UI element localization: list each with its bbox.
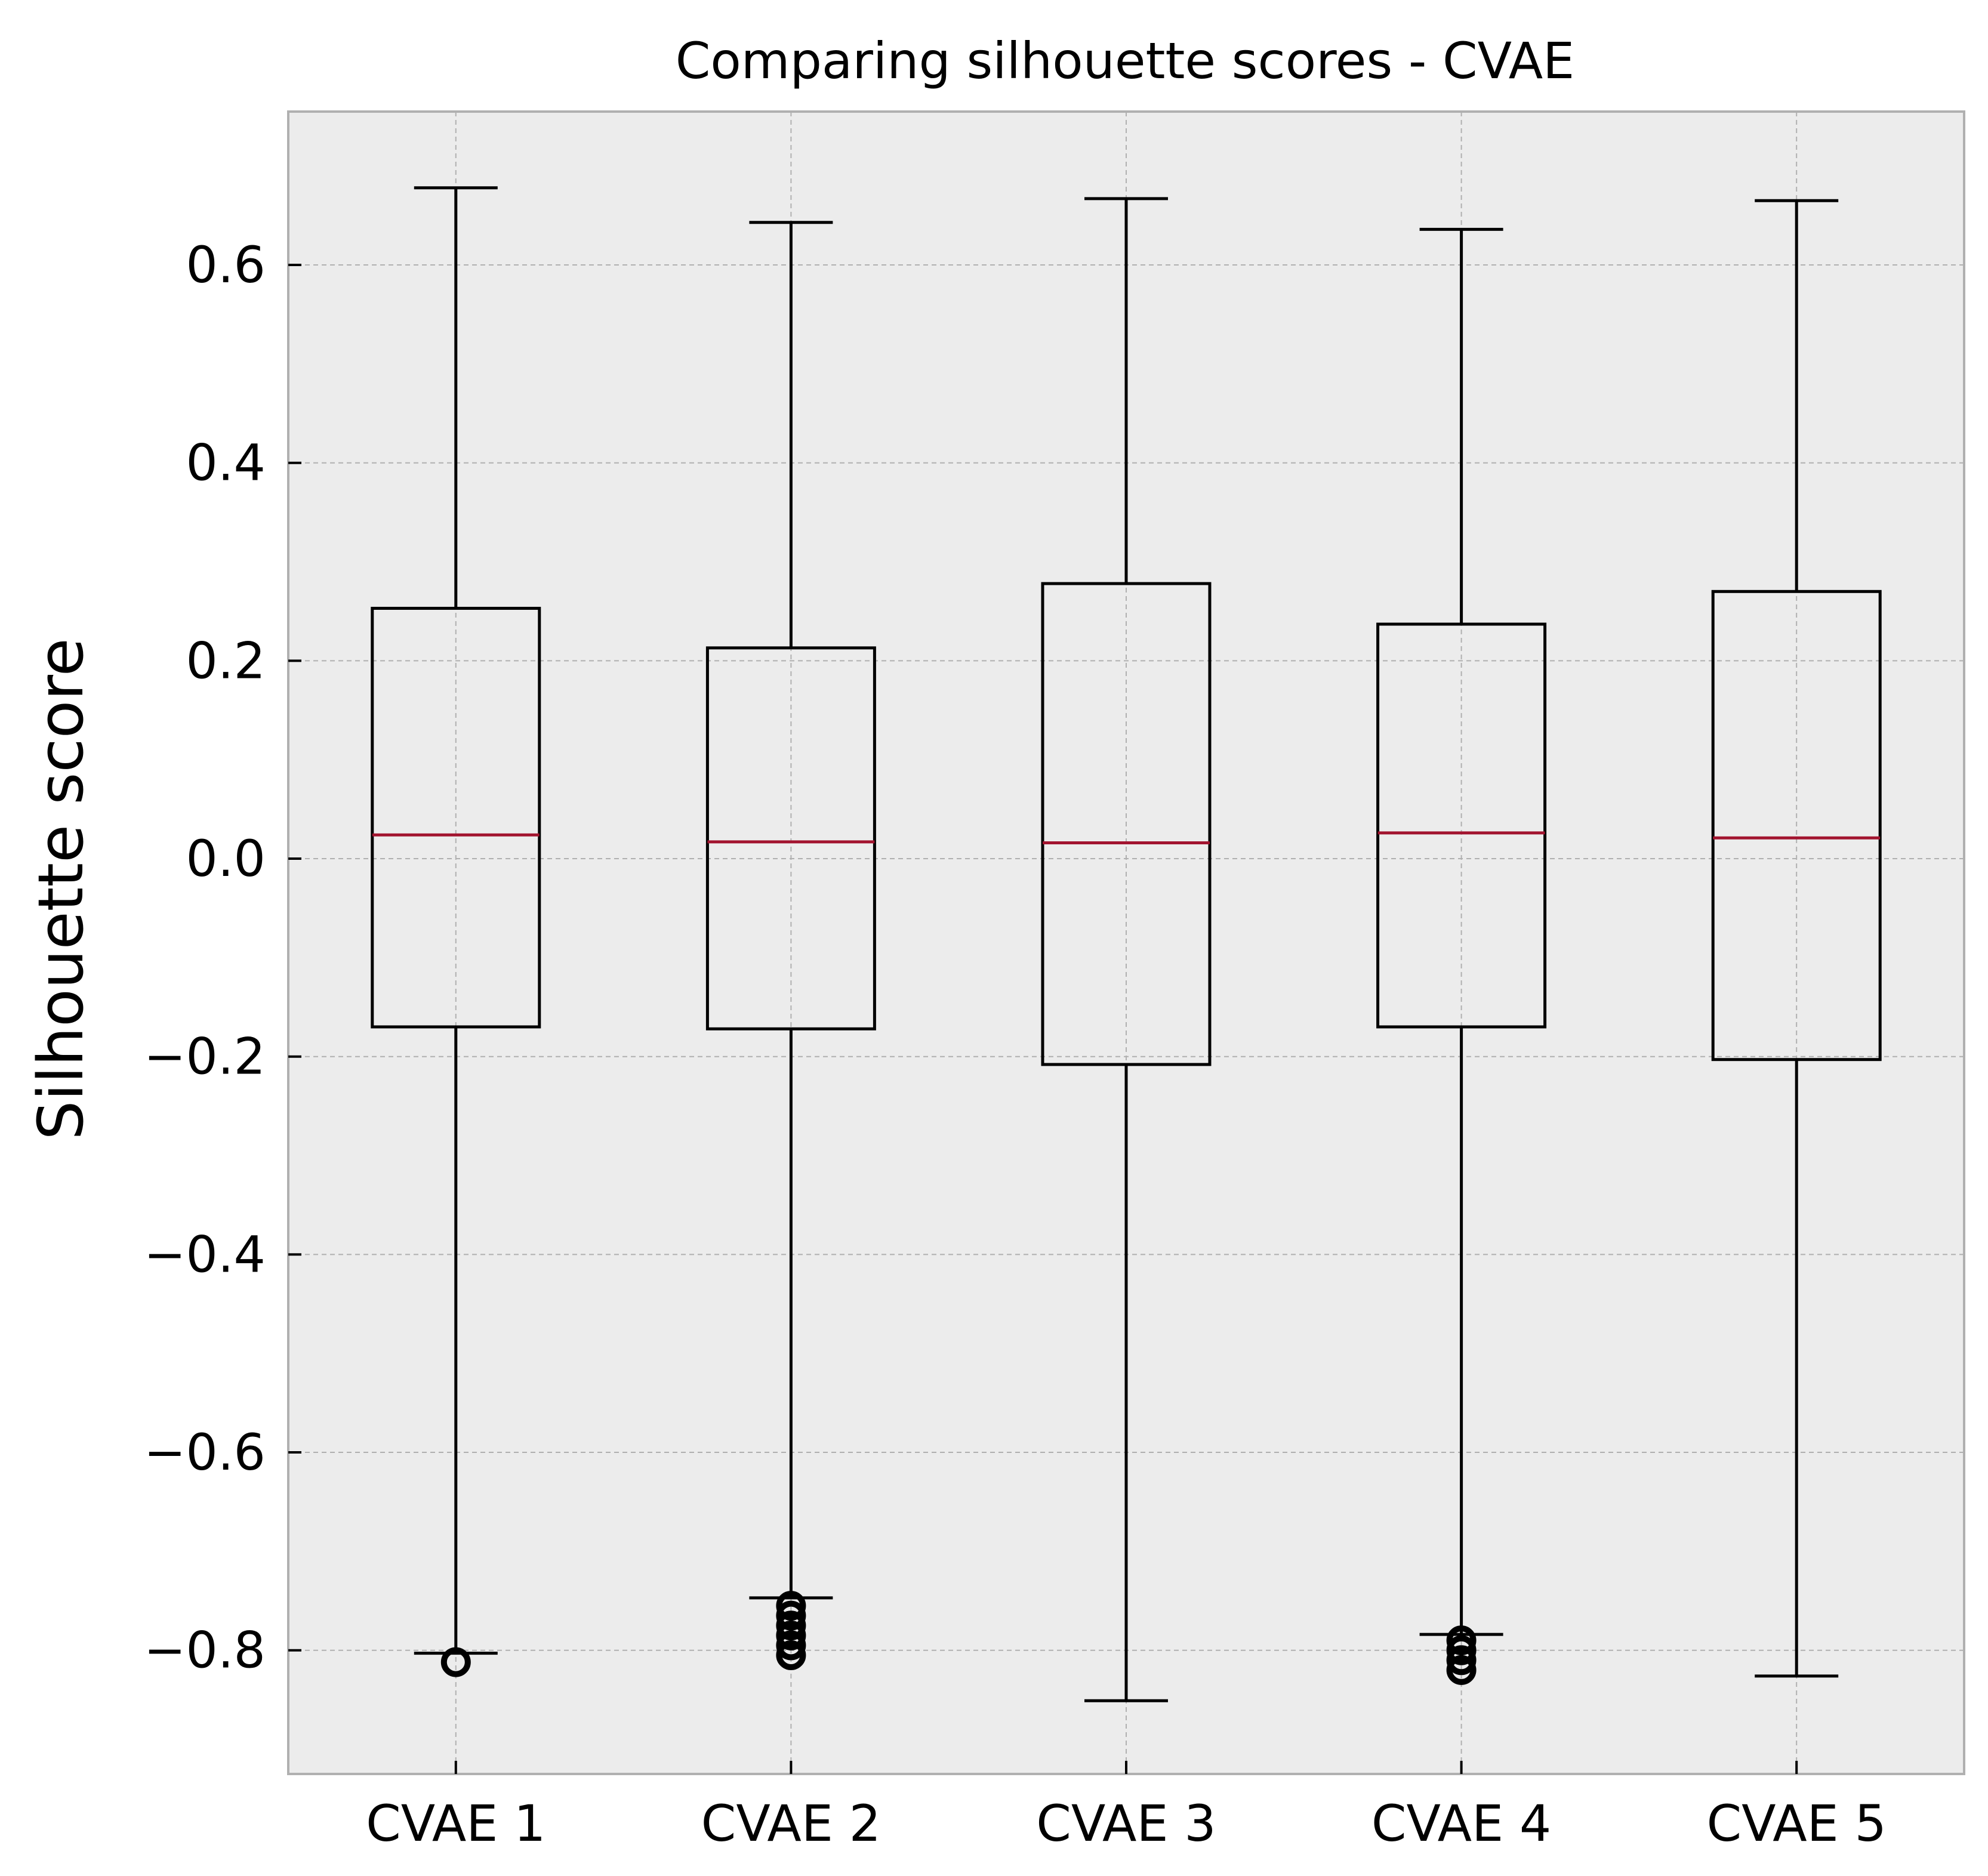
outlier-point [776, 1640, 806, 1670]
outlier-point [776, 1620, 806, 1650]
box-group [1376, 227, 1547, 1685]
y-tick-label: −0.4 [144, 1225, 266, 1283]
iqr-box [1041, 582, 1212, 1066]
box-group [1711, 199, 1882, 1678]
y-tick-label: −0.2 [144, 1028, 266, 1086]
iqr-box [1711, 590, 1882, 1062]
y-tick-label: 0.2 [186, 631, 266, 690]
y-axis-label: Silhouette score [24, 638, 97, 1140]
y-tick-label: −0.8 [144, 1621, 266, 1680]
outlier-point [1446, 1635, 1477, 1665]
iqr-box [1376, 622, 1547, 1029]
iqr-box [705, 646, 876, 1030]
box-group [1041, 197, 1212, 1702]
x-tick-label: CVAE 3 [1036, 1794, 1216, 1853]
outlier-point [776, 1591, 806, 1621]
outlier-point [1446, 1655, 1477, 1685]
y-tick-label: 0.6 [186, 236, 266, 294]
chart-title: Comparing silhouette scores - CVAE [676, 32, 1575, 90]
outlier-point [776, 1610, 806, 1641]
iqr-box [371, 606, 541, 1029]
outlier-point [440, 1647, 471, 1677]
x-tick-label: CVAE 1 [366, 1794, 545, 1853]
outlier-point [1446, 1645, 1477, 1676]
outlier-point [776, 1600, 806, 1631]
y-tick-label: −0.6 [144, 1423, 266, 1482]
x-tick-label: CVAE 5 [1706, 1794, 1886, 1853]
outlier-point [776, 1630, 806, 1661]
y-tick-label: 0.0 [186, 829, 266, 888]
box-group [705, 221, 876, 1670]
box-group [371, 186, 541, 1677]
y-tick-label: 0.4 [186, 434, 266, 492]
x-tick-label: CVAE 4 [1371, 1794, 1551, 1853]
x-tick-label: CVAE 2 [701, 1794, 881, 1853]
outlier-point [1446, 1625, 1477, 1656]
